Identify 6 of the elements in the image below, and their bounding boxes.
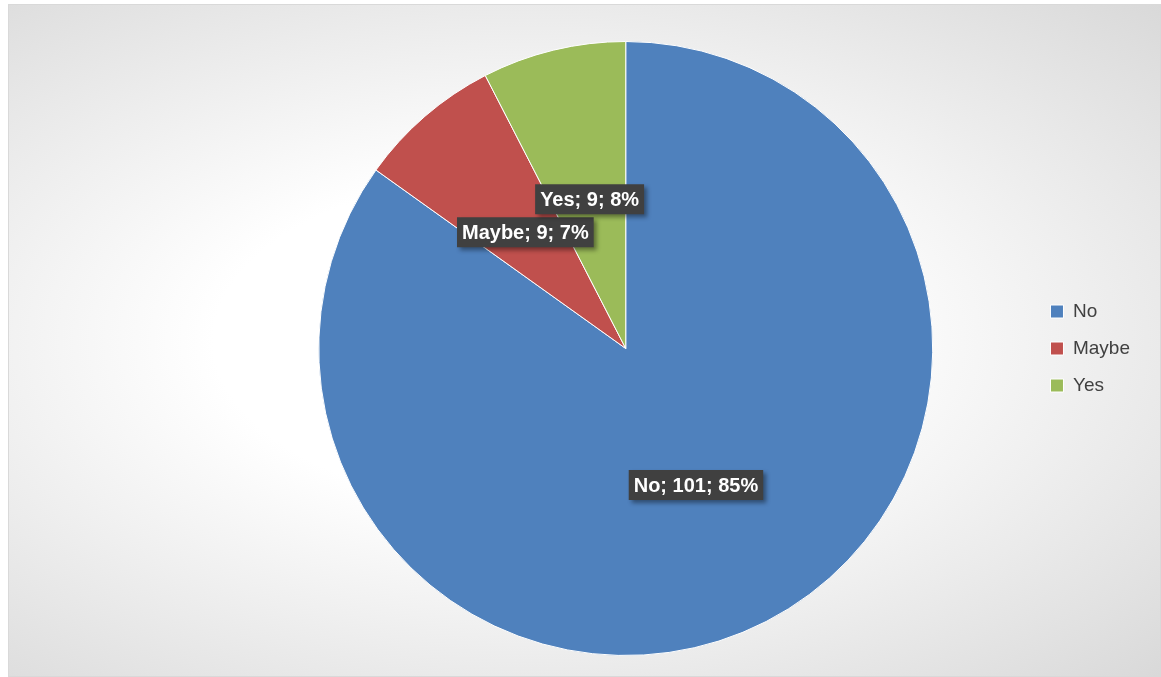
legend-label: Maybe [1072, 336, 1130, 358]
data-label: Yes; 9; 8% [540, 187, 640, 210]
data-label: No; 101; 85% [633, 473, 759, 496]
legend-label: No [1072, 299, 1098, 321]
legend-label: Yes [1072, 373, 1104, 395]
data-label: Maybe; 9; 7% [461, 220, 589, 243]
